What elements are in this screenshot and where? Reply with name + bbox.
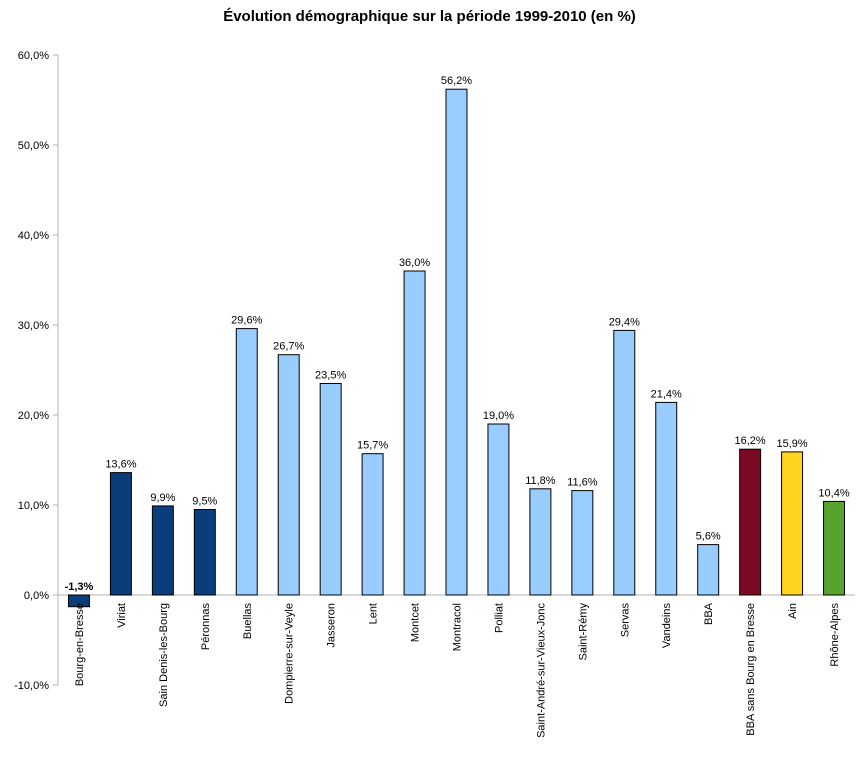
bar: [739, 448, 762, 596]
bar: [319, 383, 342, 596]
data-label: 16,2%: [735, 435, 766, 447]
bar: [277, 354, 300, 596]
category-label: Polliat: [493, 603, 505, 633]
bar: [613, 329, 636, 596]
bar: [403, 270, 426, 596]
bar: [445, 88, 468, 596]
data-label: 13,6%: [105, 459, 136, 471]
data-label: 9,9%: [150, 492, 175, 504]
bar: [67, 594, 90, 608]
axes: -10,0% 0,0% 10,0% 20,0% 30,0% 40,0% 50,0% 60,0%: [14, 50, 855, 692]
data-label: 19,0%: [483, 410, 514, 422]
y-tick-label: 10,0%: [18, 500, 49, 512]
data-label: 29,6%: [231, 315, 262, 327]
bar: [151, 505, 174, 596]
category-labels: Bourg-en-Bresse Viriat Sain Denis-les-Bour…: [74, 602, 841, 738]
bar: [781, 451, 804, 596]
bar: [109, 472, 132, 596]
category-label: Saint-André-sur-Vieux-Jonc: [535, 603, 547, 738]
category-label: Ain: [787, 603, 799, 619]
data-label: 11,8%: [525, 475, 556, 487]
category-label: Lent: [368, 603, 380, 624]
data-label: 36,0%: [399, 257, 430, 269]
data-label: 15,9%: [776, 438, 807, 450]
data-label: 23,5%: [315, 370, 346, 382]
category-label: Dompierre-sur-Veyle: [284, 603, 296, 704]
data-label: 9,5%: [192, 496, 217, 508]
y-tick-label: 60,0%: [18, 50, 49, 62]
category-label: Saint-Rémy: [577, 603, 589, 661]
category-label: Montracol: [452, 603, 464, 651]
data-label: 56,2%: [441, 75, 472, 87]
bar: [655, 401, 678, 596]
bar: [193, 509, 216, 596]
bar: [235, 328, 258, 596]
category-label: Péronnas: [200, 603, 212, 651]
data-label: 11,6%: [567, 477, 598, 489]
category-label: Rhône-Alpes: [829, 603, 841, 667]
bar: [487, 423, 510, 596]
data-label: 10,4%: [818, 487, 849, 499]
bar: [823, 500, 846, 596]
category-label: Montcet: [410, 603, 422, 642]
data-label: 21,4%: [651, 388, 682, 400]
data-labels: -1,3% 13,6% 9,9% 9,5% 29,6% 26,7% 23,5% 15,7% 36…: [65, 75, 850, 593]
chart-title: Évolution démographique sur la période 1…: [223, 8, 636, 25]
category-label: Servas: [619, 603, 631, 638]
bar: [697, 544, 720, 596]
bars: [67, 88, 846, 608]
data-label: 15,7%: [357, 440, 388, 452]
bar: [361, 453, 384, 596]
category-label: Buellas: [242, 603, 254, 640]
y-tick-label: -10,0%: [14, 680, 49, 692]
y-tick-label: 20,0%: [18, 410, 49, 422]
category-label: Vandeins: [661, 603, 673, 649]
bar: [571, 490, 594, 596]
category-label: BBA: [703, 602, 715, 625]
data-label: 26,7%: [273, 341, 304, 353]
y-tick-label: 40,0%: [18, 230, 49, 242]
category-label: Jasseron: [326, 603, 338, 648]
category-label: Sain Denis-les-Bourg: [158, 603, 170, 707]
category-label: Viriat: [116, 603, 128, 628]
category-label: BBA sans Bourg en Bresse: [745, 603, 757, 736]
bar: [529, 488, 552, 596]
y-tick-label: 50,0%: [18, 140, 49, 152]
category-label: Bourg-en-Bresse: [74, 603, 86, 686]
data-label: -1,3%: [65, 581, 94, 593]
y-tick-label: 30,0%: [18, 320, 49, 332]
y-tick-label: 0,0%: [24, 590, 49, 602]
data-label: 5,6%: [696, 531, 721, 543]
data-label: 29,4%: [609, 316, 640, 328]
